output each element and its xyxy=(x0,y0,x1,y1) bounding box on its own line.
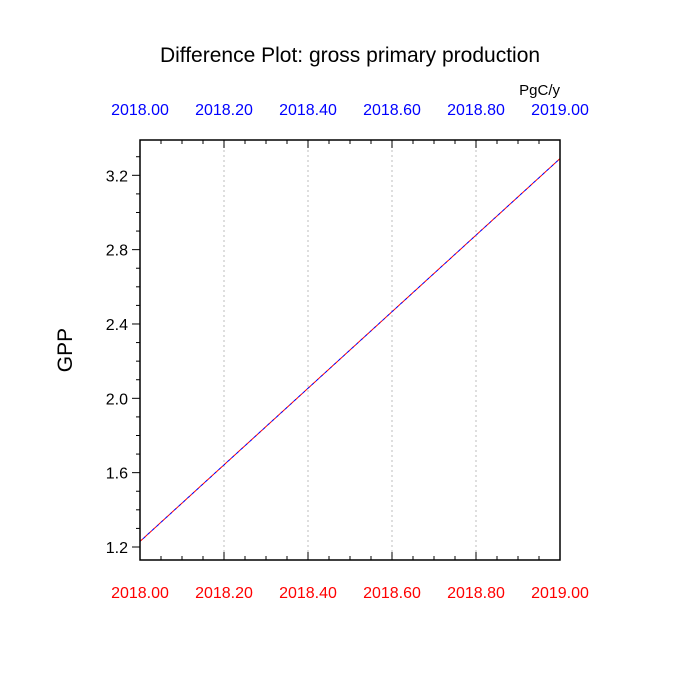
chart-title: Difference Plot: gross primary productio… xyxy=(160,44,540,67)
y-tick-label: 2.8 xyxy=(106,243,128,260)
axes xyxy=(132,140,561,560)
x-tick-label-bottom: 2018.40 xyxy=(279,585,337,602)
y-tick-label: 2.4 xyxy=(106,317,128,334)
plot-frame xyxy=(139,139,561,561)
x-tick-label-bottom: 2018.00 xyxy=(111,585,169,602)
x-tick-label-top: 2018.60 xyxy=(363,102,421,119)
x-tick-label-top: 2018.00 xyxy=(111,102,169,119)
y-tick-label: 3.2 xyxy=(106,168,128,185)
x-tick-label-bottom: 2018.80 xyxy=(447,585,505,602)
x-tick-label-top: 2018.20 xyxy=(195,102,253,119)
series-layer xyxy=(139,158,561,542)
series-line-2 xyxy=(139,158,561,542)
y-axis-label: GPP xyxy=(54,328,77,372)
x-tick-label-bottom: 2018.20 xyxy=(195,585,253,602)
x-tick-label-bottom: 2019.00 xyxy=(531,585,589,602)
x-tick-label-top: 2019.00 xyxy=(531,102,589,119)
x-tick-label-bottom: 2018.60 xyxy=(363,585,421,602)
series-line-1 xyxy=(139,158,561,542)
grid xyxy=(223,140,477,560)
tick-labels: 2018.00 2018.00 2018.20 2018.20 2018.40 2018.… xyxy=(106,102,589,602)
x-tick-label-top: 2018.40 xyxy=(279,102,337,119)
units-label: PgC/y xyxy=(519,82,560,99)
x-tick-label-top: 2018.80 xyxy=(447,102,505,119)
y-tick-label: 1.2 xyxy=(106,540,128,557)
y-tick-label: 2.0 xyxy=(106,391,128,408)
y-tick-label: 1.6 xyxy=(106,466,128,483)
